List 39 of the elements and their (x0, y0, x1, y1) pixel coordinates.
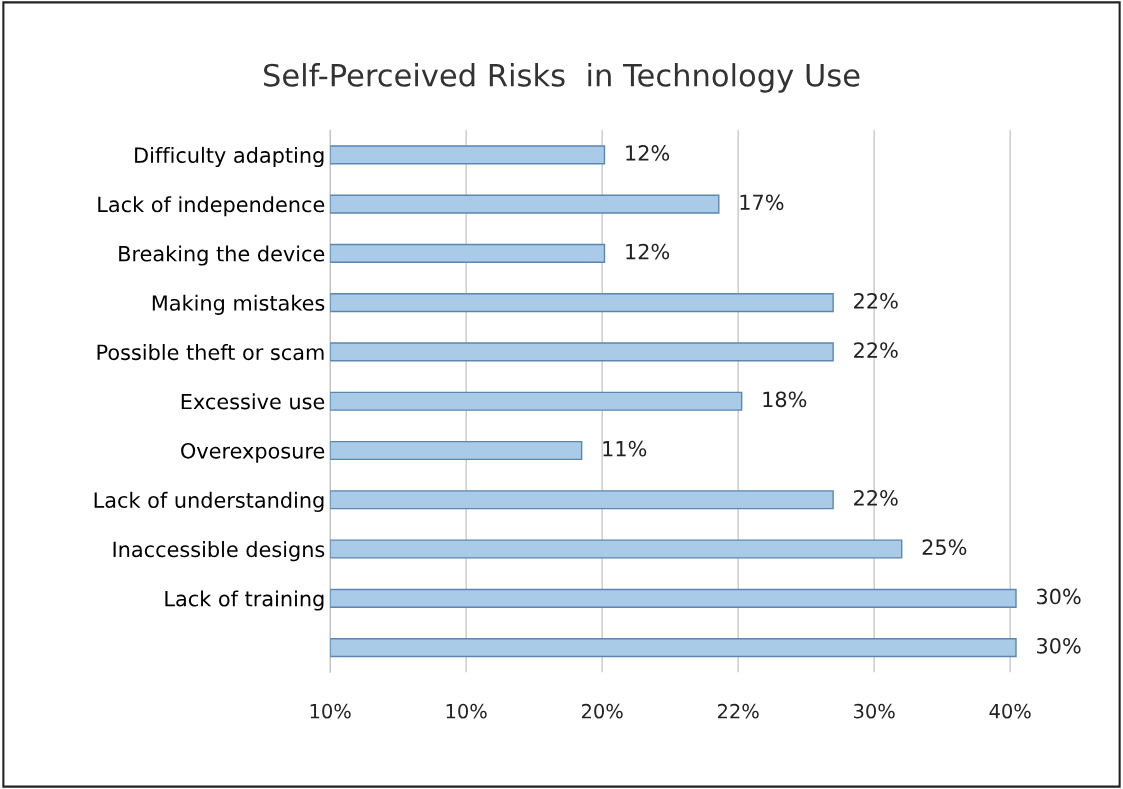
bar (330, 243, 606, 263)
y-tick-label: Overexposure (181, 442, 325, 463)
y-tick-label: Lack of independence (98, 196, 325, 217)
data-label: 12% (626, 243, 670, 260)
data-label: 22% (854, 292, 898, 309)
bar (330, 342, 834, 362)
y-tick-label: Lack of training (165, 590, 324, 611)
text: 10% (310, 703, 351, 719)
data-label: 17% (740, 194, 784, 211)
bar (330, 194, 720, 214)
y-tick-label: Lack of understanding (94, 491, 324, 513)
bar (330, 293, 834, 313)
data-label: 30% (1037, 588, 1081, 605)
bar (330, 588, 1017, 608)
text: 30% (854, 703, 895, 719)
data-label: 22% (854, 490, 898, 506)
y-tick-label: Making mistakes (152, 294, 325, 315)
y-tick-label: Excessive use (181, 393, 325, 410)
data-label: 18% (763, 391, 807, 408)
data-label: 12% (626, 145, 670, 161)
bar (330, 490, 834, 510)
data-label: 11% (603, 440, 647, 457)
y-tick-label: Possible theft or scam (97, 344, 324, 361)
bar (330, 638, 1017, 658)
y-tick-label: Difficulty adapting (135, 146, 324, 168)
chart-title: Self-Perceived Risks in Technology Use (263, 63, 860, 93)
data-label: 25% (922, 539, 967, 556)
bar (330, 440, 583, 461)
data-label: 30% (1037, 637, 1081, 654)
y-tick-label: Breaking the device (119, 245, 325, 266)
text: 10% (446, 703, 487, 719)
text: 22% (717, 703, 759, 719)
text: 20% (581, 703, 623, 719)
bar (330, 391, 743, 411)
data-label: 22% (854, 342, 898, 358)
text: 40% (989, 703, 1031, 719)
bar (330, 539, 903, 559)
bar (330, 145, 606, 165)
y-tick-label: Inaccessible designs (113, 541, 325, 562)
